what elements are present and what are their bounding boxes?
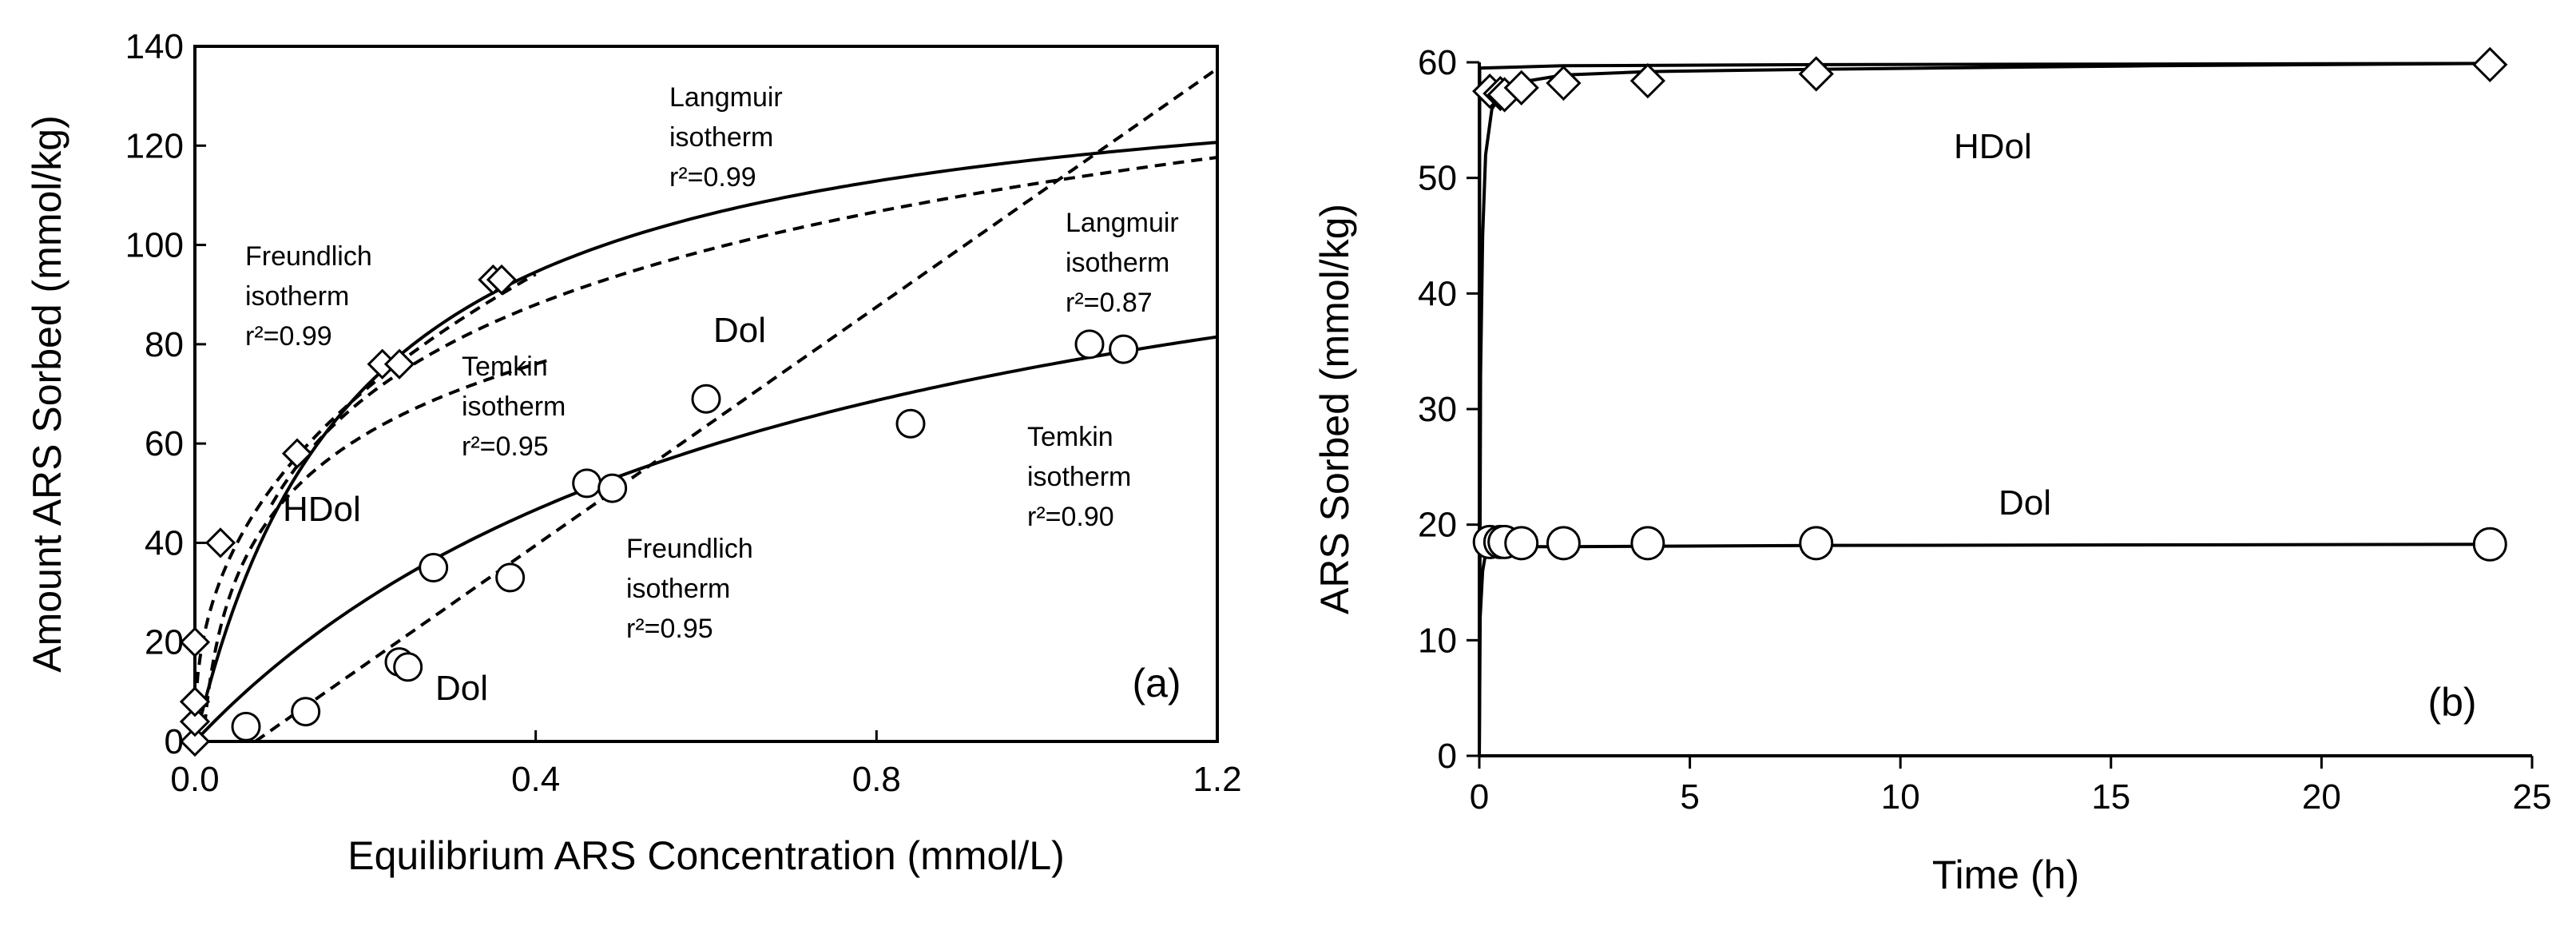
data-point-dol <box>691 384 721 414</box>
data-point-hdol <box>179 725 211 757</box>
x-tick-label: 0.4 <box>511 760 560 799</box>
panel-b-tag: (b) <box>2427 680 2476 725</box>
data-point-hdol <box>1629 63 1666 99</box>
x-tick-label: 25 <box>2513 777 2552 817</box>
panel-a-x-ticks: 0.0 0.4 0.8 1.2 <box>170 730 1242 799</box>
annotation-freundlich-dol: Freundlich isotherm r²=0.95 <box>626 534 760 644</box>
data-point-hdol <box>486 264 518 296</box>
annotation-temkin-dol: Temkin isotherm r²=0.90 <box>1027 422 1139 532</box>
panel-b-y-ticks: 0 10 20 30 40 50 60 <box>1418 43 1479 776</box>
y-tick-label: 140 <box>125 27 184 66</box>
fit-curve-hdol-fit <box>1478 62 2491 757</box>
data-point-dol <box>291 697 321 727</box>
panel-a-plot-frame <box>193 45 1219 743</box>
x-tick-label: 15 <box>2091 777 2130 817</box>
series-label-hdol-a: HDol <box>283 490 361 529</box>
y-tick-label: 30 <box>1418 390 1457 429</box>
series-label-dol-a-low: Dol <box>435 669 488 708</box>
data-point-dol <box>1109 334 1139 364</box>
annotation-langmuir-dol: Langmuir isotherm r²=0.87 <box>1066 208 1186 318</box>
y-tick-label: 60 <box>1418 43 1457 82</box>
fit-curve-hdol-temkin <box>203 357 554 726</box>
data-point-dol <box>1799 526 1834 561</box>
y-tick-label: 60 <box>145 424 184 463</box>
x-tick-label: 0 <box>1470 777 1489 817</box>
data-point-hdol <box>383 348 415 380</box>
annotation-langmuir-hdol: Langmuir isotherm r²=0.99 <box>669 82 790 193</box>
data-point-dol <box>1074 329 1105 360</box>
series-label-dol-a-mid: Dol <box>713 311 766 350</box>
panel-b-fit-curves <box>1478 62 2491 757</box>
x-tick-label: 0.0 <box>170 760 219 799</box>
panel-b-x-ticks: 0 5 10 15 20 25 <box>1470 756 2552 817</box>
fit-curve-hdol-langmuir <box>193 141 1218 742</box>
panel-a-y-axis-label: Amount ARS Sorbed (mmol/kg) <box>25 115 69 673</box>
series-label-hdol-b: HDol <box>1954 127 2032 166</box>
fit-curve-hdol-freundlich <box>194 272 537 702</box>
data-point-dol <box>1504 526 1539 561</box>
data-point-dol <box>1546 526 1581 561</box>
x-tick-label: 1.2 <box>1193 760 1241 799</box>
panel-a-tag: (a) <box>1132 661 1181 705</box>
data-point-hdol <box>179 686 211 717</box>
data-point-dol <box>572 468 602 499</box>
y-tick-label: 0 <box>1438 737 1457 776</box>
x-tick-label: 0.8 <box>852 760 901 799</box>
y-tick-label: 50 <box>1418 159 1457 198</box>
data-point-dol <box>1630 526 1665 561</box>
data-point-dol <box>895 408 926 439</box>
data-point-dol <box>2472 527 2507 562</box>
y-tick-label: 20 <box>145 623 184 662</box>
annotation-temkin-hdol: Temkin isotherm r²=0.95 <box>462 352 574 462</box>
x-tick-label: 10 <box>1881 777 1920 817</box>
x-tick-label: 5 <box>1680 777 1699 817</box>
data-point-dol <box>597 473 628 503</box>
y-tick-label: 10 <box>1418 621 1457 660</box>
fit-curve-dol-freundlich <box>254 67 1219 743</box>
data-point-hdol <box>1503 70 1539 105</box>
data-point-hdol <box>1546 65 1582 101</box>
y-tick-label: 80 <box>145 325 184 364</box>
y-tick-label: 120 <box>125 126 184 165</box>
fit-curve-dol-fit <box>1478 542 2491 757</box>
data-point-hdol <box>179 706 211 737</box>
annotation-freundlich-hdol: Freundlich isotherm r²=0.99 <box>245 241 379 352</box>
data-point-hdol <box>179 626 211 658</box>
panel-b-x-axis-label: Time (h) <box>1932 852 2079 897</box>
data-point-hdol <box>281 438 313 469</box>
data-point-hdol <box>204 527 236 558</box>
panel-a-fit-curves <box>193 67 1219 743</box>
fit-curve-hdol-envelope <box>1478 62 2491 757</box>
data-point-dol <box>419 553 449 582</box>
panel-b: 0 10 20 30 40 50 60 0 5 10 15 20 25 Time (h) ARS So… <box>1312 43 2551 897</box>
data-point-dol <box>393 652 423 682</box>
panel-b-y-axis-label: ARS Sorbed (mmol/kg) <box>1312 204 1357 614</box>
panel-b-data-points <box>1472 46 2508 562</box>
series-label-dol-b: Dol <box>1998 483 2051 523</box>
y-tick-label: 100 <box>125 226 184 265</box>
y-tick-label: 40 <box>1418 274 1457 313</box>
fit-curve-dol-langmuir <box>193 335 1218 743</box>
data-point-dol <box>231 711 261 741</box>
panel-a-x-axis-label: Equilibrium ARS Concentration (mmol/L) <box>347 833 1065 878</box>
data-point-dol <box>495 562 526 593</box>
x-tick-label: 20 <box>2302 777 2341 817</box>
y-tick-label: 20 <box>1418 506 1457 545</box>
fit-curve-dol-temkin <box>270 156 1218 506</box>
data-point-hdol <box>2472 46 2508 83</box>
y-tick-label: 40 <box>145 523 184 562</box>
data-point-hdol <box>1798 56 1834 92</box>
panel-a-data-points <box>179 264 1139 757</box>
